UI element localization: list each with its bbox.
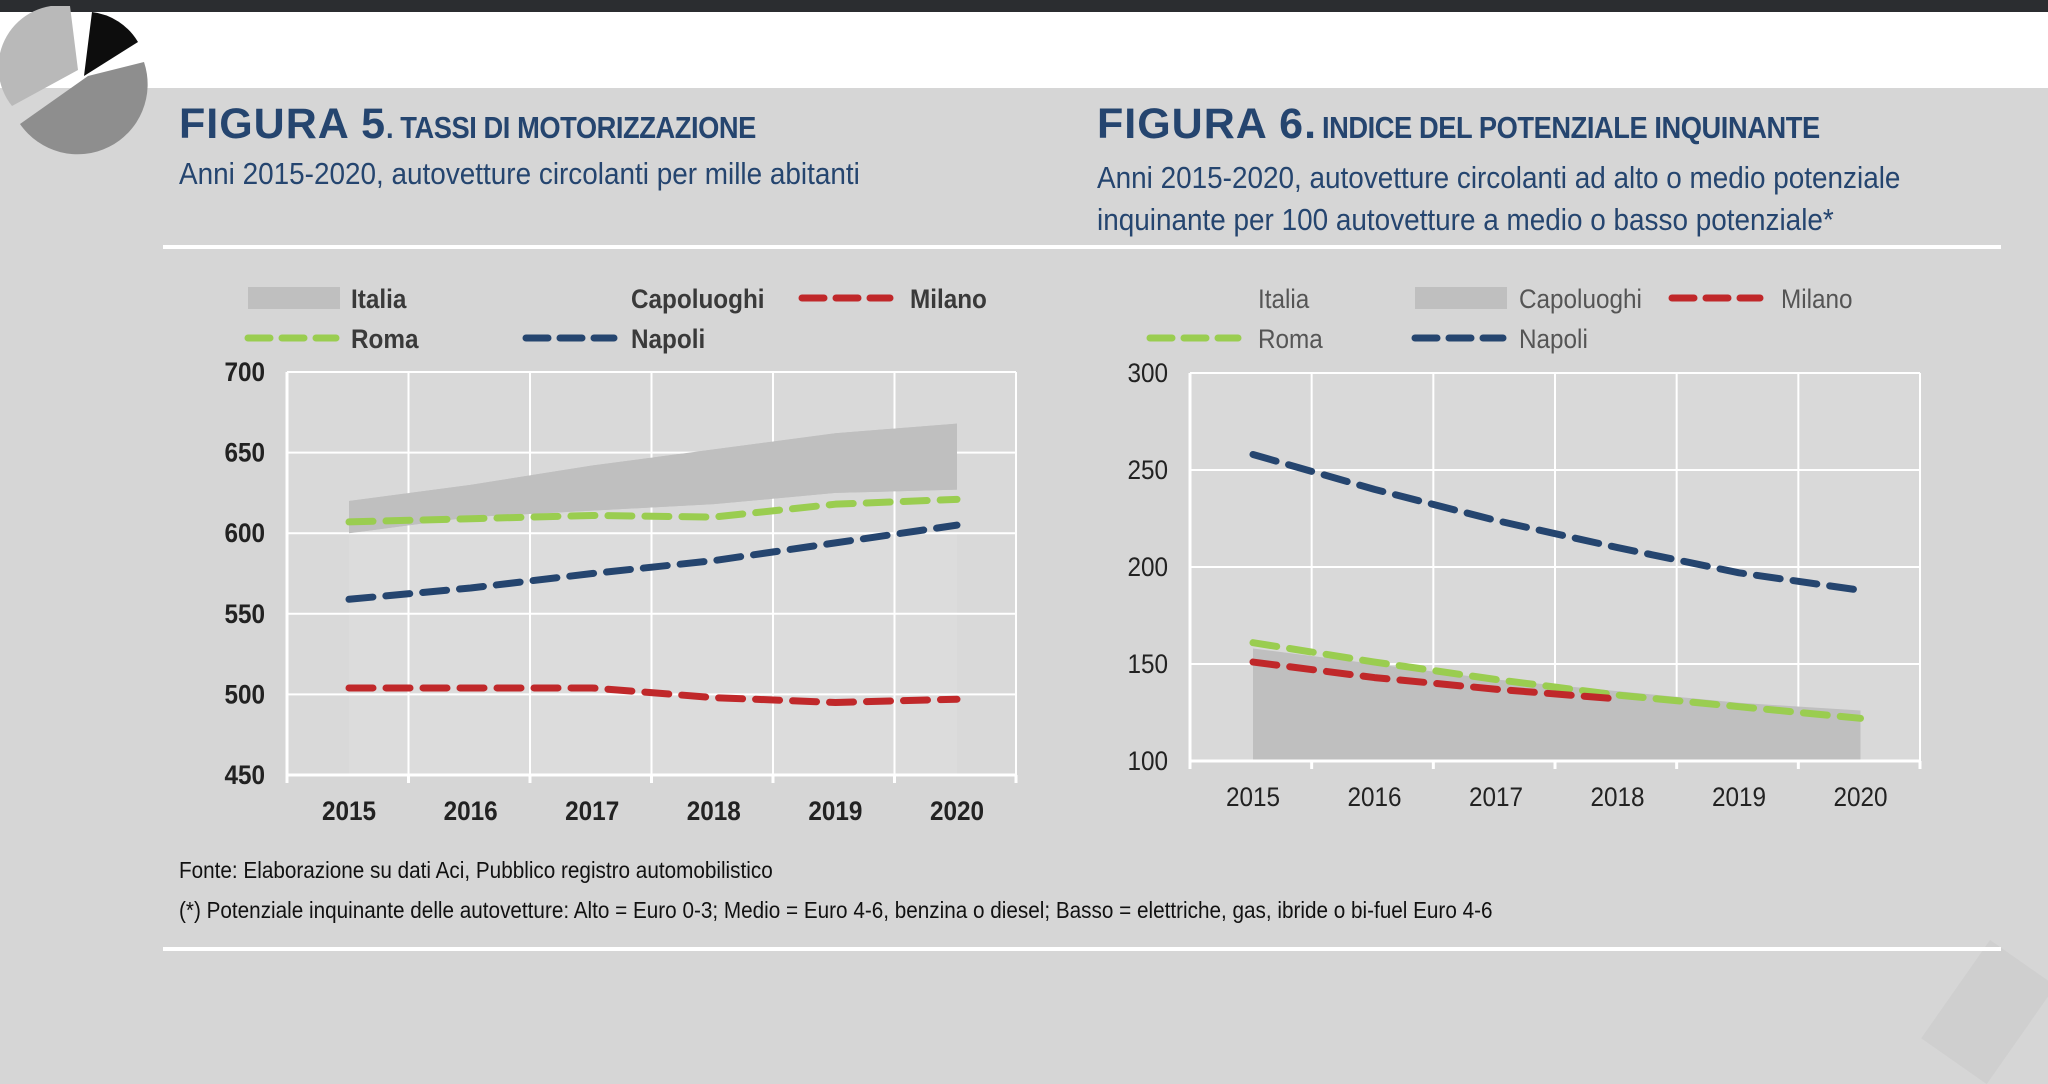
figure5-title: . TASSI DI MOTORIZZAZIONE [386, 110, 757, 145]
legend-label-italia: Italia [351, 285, 407, 314]
figure6-chart: 100 150 200 250 300 2015 2016 2017 2018 2019 2020 I… [1127, 285, 1922, 812]
y-tick-label: 450 [224, 761, 265, 790]
x-tick-label: 2016 [1347, 783, 1401, 812]
figure5-chart: 450 500 550 600 650 700 2015 2016 2017 2018 2019 20… [224, 285, 1018, 826]
x-tick-label: 2020 [930, 797, 984, 826]
y-tick-label: 600 [224, 519, 265, 548]
series-line-roma [1249, 639, 1864, 722]
x-tick-label: 2017 [1469, 783, 1523, 812]
legend-label-roma: Roma [1258, 325, 1323, 354]
figure6-number: FIGURA 6. [1097, 100, 1318, 148]
capoluoghi-area [1253, 648, 1861, 761]
x-tick-label: 2015 [1226, 783, 1280, 812]
legend-label-napoli: Napoli [1519, 325, 1588, 354]
figure5-number: FIGURA 5 [179, 100, 387, 148]
y-tick-label: 150 [1127, 650, 1168, 679]
x-tick-label: 2016 [444, 797, 498, 826]
series-line-milano [345, 684, 961, 706]
page-corner-shade [1921, 940, 2048, 1084]
y-tick-label: 550 [224, 600, 265, 629]
legend-label-napoli: Napoli [631, 325, 705, 354]
x-tick-label: 2020 [1833, 783, 1887, 812]
figure6-subtitle-line2: inquinante per 100 autovetture a medio o… [1097, 202, 1834, 237]
x-tick-label: 2019 [808, 797, 862, 826]
footnote: (*) Potenziale inquinante delle autovett… [179, 897, 1493, 923]
pie-logo-icon [0, 6, 148, 155]
bottom-divider [163, 947, 2001, 951]
source-note: Fonte: Elaborazione su dati Aci, Pubblic… [179, 857, 773, 883]
y-tick-label: 700 [224, 358, 265, 387]
y-tick-label: 250 [1127, 456, 1168, 485]
series-line-napoli [345, 521, 961, 603]
y-tick-label: 500 [224, 680, 265, 709]
italia-band-shadow [349, 533, 957, 775]
x-tick-label: 2018 [1590, 783, 1644, 812]
header-strip [0, 12, 2048, 88]
legend-label-italia: Italia [1258, 285, 1310, 314]
x-tick-label: 2017 [565, 797, 619, 826]
top-divider [163, 245, 2001, 249]
series-line-milano [1249, 658, 1621, 703]
series-line-napoli [1249, 450, 1864, 594]
top-bar [0, 0, 2048, 12]
y-tick-label: 100 [1127, 747, 1168, 776]
y-tick-label: 650 [224, 438, 265, 467]
figure6-title: INDICE DEL POTENZIALE INQUINANTE [1321, 110, 1820, 145]
legend-label-milano: Milano [910, 285, 987, 314]
y-tick-label: 300 [1127, 359, 1168, 388]
figure5-heading: FIGURA 5. TASSI DI MOTORIZZAZIONE [179, 100, 806, 149]
figure5-subtitle: Anni 2015-2020, autovetture circolanti p… [179, 156, 860, 191]
series-line-roma [345, 495, 961, 526]
legend-label-capoluoghi: Capoluoghi [1519, 285, 1642, 314]
x-tick-label: 2019 [1712, 783, 1766, 812]
italia-band-top [349, 423, 957, 534]
legend-label-capoluoghi: Capoluoghi [631, 285, 765, 314]
x-tick-label: 2018 [687, 797, 741, 826]
legend-swatch-italia [248, 287, 340, 309]
legend-label-milano: Milano [1781, 285, 1853, 314]
y-tick-label: 200 [1127, 553, 1168, 582]
figure6-subtitle-line1: Anni 2015-2020, autovetture circolanti a… [1097, 160, 1901, 195]
legend-swatch-capoluoghi [1415, 287, 1507, 309]
figure6-heading: FIGURA 6. INDICE DEL POTENZIALE INQUINAN… [1097, 100, 1887, 149]
x-tick-label: 2015 [322, 797, 376, 826]
legend-label-roma: Roma [351, 325, 419, 354]
